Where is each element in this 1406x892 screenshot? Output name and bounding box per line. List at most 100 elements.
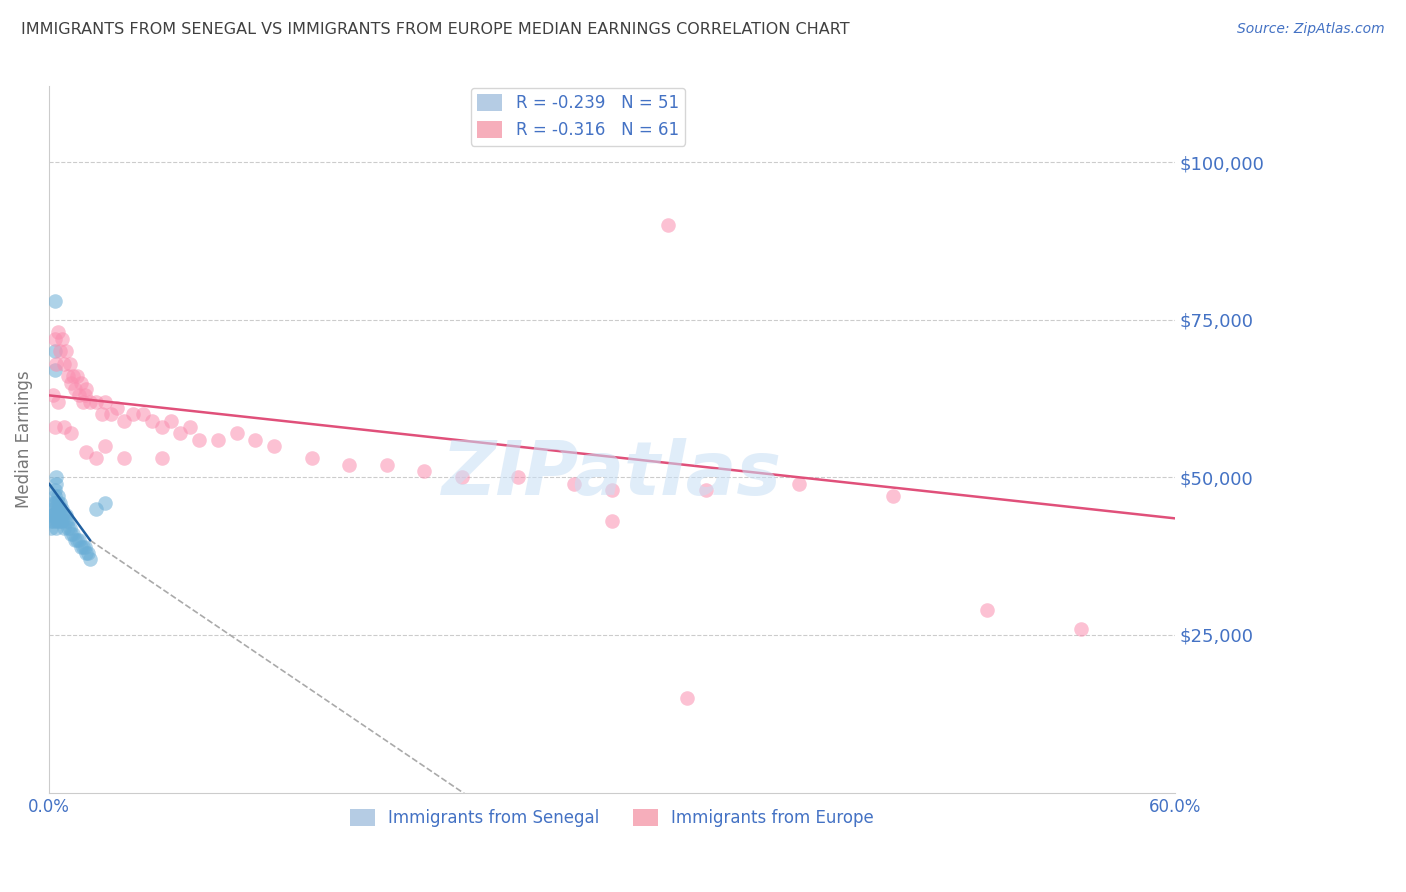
Point [56,515,79,529]
Point [84,451,107,466]
Point [789,476,811,491]
Point [41,388,63,402]
Point [51,508,73,523]
Point [65,533,87,548]
Point [76,445,98,459]
Point [70,540,93,554]
Point [55,344,77,359]
Point [207,433,229,447]
Point [44,420,66,434]
Point [60,426,83,441]
Point [70,376,93,390]
Y-axis label: Median Earnings: Median Earnings [15,371,32,508]
Point [39,508,62,523]
Point [44,344,66,359]
Point [48,515,70,529]
Point [45,521,67,535]
Point [94,495,117,509]
Point [976,603,998,617]
Point [44,489,66,503]
Point [76,546,98,560]
Point [41,508,63,523]
Point [112,451,135,466]
Point [132,407,155,421]
Point [66,533,89,548]
Point [45,476,67,491]
Point [48,501,70,516]
Point [100,407,122,421]
Point [84,394,107,409]
Point [49,501,72,516]
Point [48,495,70,509]
Point [56,369,79,384]
Point [53,521,76,535]
Point [65,382,87,396]
Point [45,357,67,371]
Point [600,515,623,529]
Point [59,357,82,371]
Point [39,515,62,529]
Point [44,495,66,509]
Point [676,691,699,706]
Point [49,515,72,529]
Point [44,293,66,308]
Text: ZIPatlas: ZIPatlas [441,438,782,511]
Point [337,458,360,472]
Point [122,407,145,421]
Point [48,489,70,503]
Text: Source: ZipAtlas.com: Source: ZipAtlas.com [1237,22,1385,37]
Point [39,521,62,535]
Point [62,527,84,541]
Point [79,394,101,409]
Point [48,326,70,340]
Point [45,495,67,509]
Point [94,439,117,453]
Point [41,495,63,509]
Point [90,407,112,421]
Point [84,501,107,516]
Point [105,401,128,415]
Point [51,515,73,529]
Point [150,420,173,434]
Point [1070,622,1092,636]
Point [60,527,83,541]
Point [44,363,66,377]
Point [141,414,163,428]
Point [44,508,66,523]
Point [41,508,63,523]
Point [77,546,100,560]
Point [48,394,70,409]
Point [53,357,76,371]
Point [301,451,323,466]
Point [48,508,70,523]
Point [55,515,77,529]
Point [413,464,436,478]
Legend: Immigrants from Senegal, Immigrants from Europe: Immigrants from Senegal, Immigrants from… [343,802,880,834]
Point [67,388,90,402]
Point [600,483,623,497]
Point [657,218,679,232]
Point [49,344,72,359]
Point [51,501,73,516]
Point [41,501,63,516]
Point [59,521,82,535]
Text: IMMIGRANTS FROM SENEGAL VS IMMIGRANTS FROM EUROPE MEDIAN EARNINGS CORRELATION CH: IMMIGRANTS FROM SENEGAL VS IMMIGRANTS FR… [21,22,849,37]
Point [160,414,183,428]
Point [44,483,66,497]
Point [225,426,247,441]
Point [67,533,90,548]
Point [506,470,529,484]
Point [695,483,717,497]
Point [56,521,79,535]
Point [179,420,201,434]
Point [263,439,285,453]
Point [62,369,84,384]
Point [41,515,63,529]
Point [73,388,96,402]
Point [53,420,76,434]
Point [45,515,67,529]
Point [49,495,72,509]
Point [72,540,94,554]
Point [44,332,66,346]
Point [169,426,191,441]
